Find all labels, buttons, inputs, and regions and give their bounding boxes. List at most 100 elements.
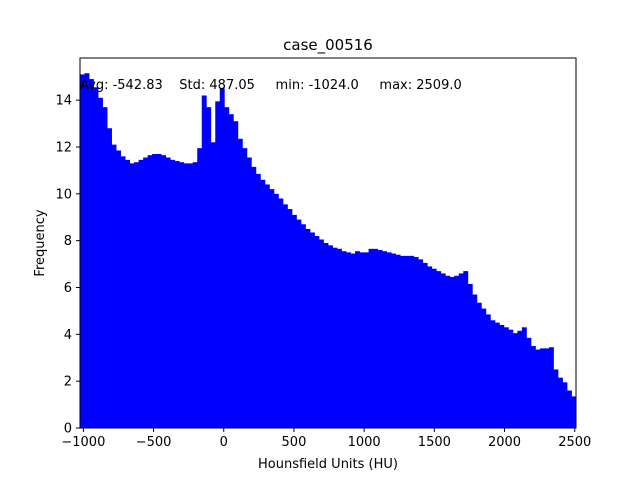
histogram-bar [237,138,243,429]
histogram-bar [431,268,437,428]
histogram-bar [183,163,189,428]
histogram-bar [80,74,85,428]
y-tick-label: 12 [55,140,72,155]
histogram-bar [197,148,203,428]
histogram-bar [503,327,509,428]
y-axis-label: Frequency [33,209,48,276]
histogram-bar [476,302,482,428]
histogram-bar [400,255,406,428]
x-axis-label: Hounsfield Units (HU) [258,457,398,472]
histogram-bar [98,97,103,428]
histogram-bar [134,162,140,428]
histogram-bar [251,166,257,428]
histogram-bar [84,73,90,428]
histogram-bar [296,219,302,428]
histogram-bar [93,87,99,429]
histogram-bar [454,275,460,428]
histogram-bar [355,251,360,428]
y-tick-label: 10 [55,187,72,202]
histogram-bar [562,382,568,428]
histogram-bar [472,294,478,428]
histogram-bar [138,159,144,428]
histogram-bar [120,156,126,428]
histogram-bar [143,157,149,428]
histogram-bar [309,232,315,428]
histogram-bar [129,163,135,428]
histogram-bar [255,173,261,428]
y-tick-label: 8 [64,234,72,249]
histogram-bar [517,330,523,428]
histogram-bar [233,121,239,428]
bars-layer [80,73,577,429]
histogram-bar [264,184,270,428]
histogram-bar [535,349,541,428]
histogram-bar [395,254,401,428]
histogram-bar [287,209,293,428]
histogram-bar [566,390,572,428]
histogram-bar [481,308,487,428]
x-tick-label: 0 [220,435,228,450]
histogram-bar [382,251,388,428]
histogram-bar [215,101,221,428]
histogram-bar [242,148,248,428]
histogram-bar [490,320,496,428]
histogram-bar [463,271,469,428]
histogram-bar [192,162,198,428]
histogram-bar [427,266,433,428]
histogram-bar [170,159,176,428]
histogram-bar [440,273,446,428]
histogram-bar [539,348,545,428]
histogram-bar [116,150,121,428]
y-axis-ticks: 0 2 4 6 8 10 12 14 [55,94,80,437]
histogram-bar [161,155,167,428]
x-tick-label: 1000 [348,435,381,450]
histogram-bar [125,159,130,428]
histogram-bar [246,157,252,428]
histogram-bar [260,179,266,428]
histogram-bar [508,329,514,428]
y-tick-label: 4 [64,328,72,343]
histogram-bar [413,257,419,428]
histogram-bar [499,324,505,428]
histogram-bar [337,248,342,428]
histogram-bar [458,273,464,428]
histogram-bar [373,248,378,428]
histogram-bar [323,243,329,428]
histogram-bar [219,88,225,428]
histogram-bar [557,377,563,428]
x-axis-ticks: −1000 −500 0 500 1000 1500 2000 2500 [61,428,591,450]
histogram-bar [147,155,153,428]
histogram-bar [318,239,324,428]
histogram-bar [409,255,415,428]
histogram-bar [282,204,288,428]
histogram-bar [350,253,356,428]
histogram-bar [269,189,275,428]
plot-frame [79,57,577,429]
histogram-bar [422,262,428,428]
histogram-bar [436,271,442,428]
histogram-bar [165,157,171,428]
histogram-bar [521,327,527,428]
histogram-bar [377,250,383,428]
histogram-bar [391,253,397,428]
histogram-bar [553,369,559,428]
x-tick-label: −1000 [61,435,105,450]
histogram-bar [102,107,108,429]
histogram-bar [548,347,554,428]
x-tick-label: 2000 [488,435,521,450]
histogram-bar [228,114,234,428]
histogram-bar [300,224,306,428]
histogram-bar [107,128,112,428]
histogram-bar [359,252,365,428]
y-tick-label: 2 [64,375,72,390]
histogram-bar [364,252,369,428]
histogram-bar [291,214,297,428]
histogram-bar [273,193,279,428]
histogram-bar [89,79,94,428]
histogram-bar [152,154,158,428]
chart-title: case_00516 [283,36,373,55]
histogram-bar [368,248,374,428]
histogram-bar [445,275,451,428]
histogram-bar [494,322,500,428]
histogram-bar [571,396,577,428]
